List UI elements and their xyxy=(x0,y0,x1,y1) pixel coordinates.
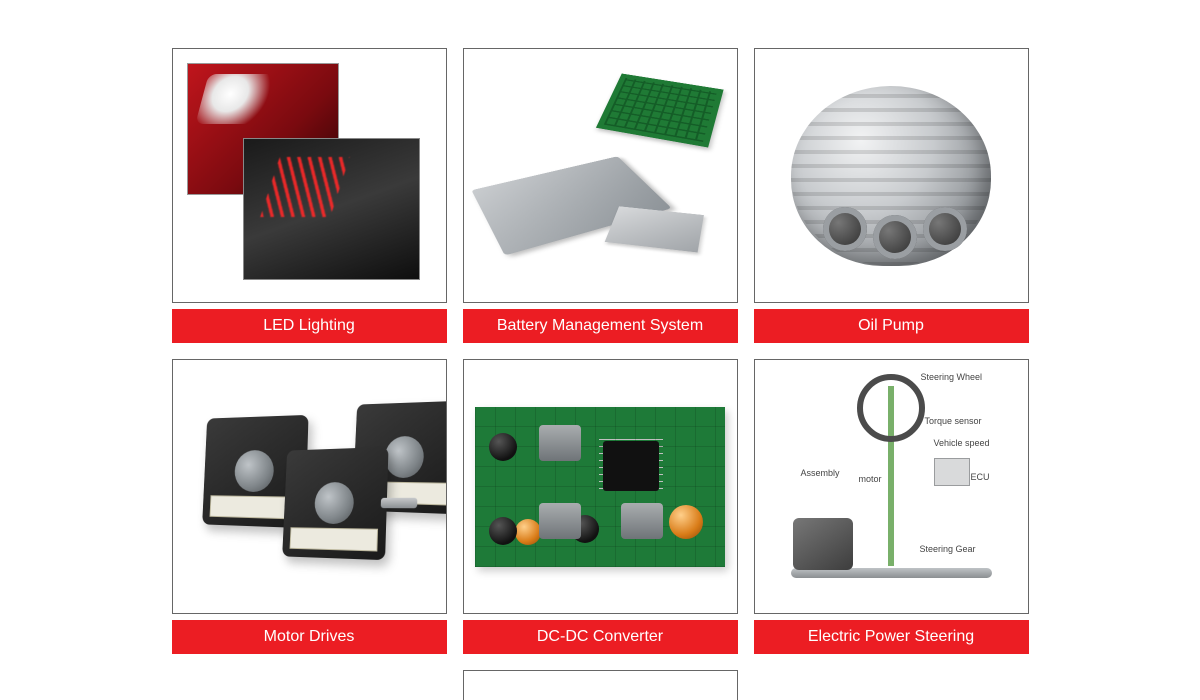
bms-control-pcb xyxy=(595,74,723,148)
eps-annotation: Steering Gear xyxy=(919,544,975,554)
eps-steering-wheel xyxy=(857,374,925,442)
card-battery-management-system[interactable]: Battery Management System xyxy=(463,48,738,343)
card-led-lighting[interactable]: LED Lighting xyxy=(172,48,447,343)
card-electric-power-steering[interactable]: Steering Wheel Torque sensor Assembly mo… xyxy=(754,359,1029,654)
stepper-motor xyxy=(282,447,388,560)
oil-pump-port xyxy=(923,207,967,251)
oil-pump-port xyxy=(873,215,917,259)
dcdc-pcb xyxy=(475,407,725,567)
oil-pump-port xyxy=(823,207,867,251)
inductor xyxy=(539,503,581,539)
eps-annotation: Vehicle speed xyxy=(933,438,989,448)
capacitor xyxy=(489,517,517,545)
electrolytic-capacitor xyxy=(669,505,703,539)
eps-ecu-box xyxy=(934,458,970,486)
eps-annotation: motor xyxy=(859,474,882,484)
inductor xyxy=(621,503,663,539)
card-caption: LED Lighting xyxy=(172,309,447,343)
eps-annotation: ECU xyxy=(970,472,989,482)
product-category-grid: LED Lighting Battery Management System O… xyxy=(0,0,1200,700)
controller-ic xyxy=(603,441,659,491)
electrolytic-capacitor xyxy=(515,519,541,545)
card-image xyxy=(463,48,738,303)
eps-annotation: Assembly xyxy=(801,468,840,478)
card-water-pump[interactable]: Water Pump xyxy=(463,670,738,700)
card-dc-dc-converter[interactable]: DC-DC Converter xyxy=(463,359,738,654)
eps-assist-motor xyxy=(793,518,853,570)
eps-annotation: Torque sensor xyxy=(925,416,982,426)
inductor xyxy=(539,425,581,461)
capacitor xyxy=(489,433,517,461)
card-image: Steering Wheel Torque sensor Assembly mo… xyxy=(754,359,1029,614)
eps-annotation: Steering Wheel xyxy=(921,372,983,382)
bms-heatsink-module xyxy=(604,206,703,252)
card-image xyxy=(754,48,1029,303)
card-motor-drives[interactable]: Motor Drives xyxy=(172,359,447,654)
card-caption: Electric Power Steering xyxy=(754,620,1029,654)
card-caption: Oil Pump xyxy=(754,309,1029,343)
card-caption: DC-DC Converter xyxy=(463,620,738,654)
card-image xyxy=(172,359,447,614)
card-image xyxy=(463,670,738,700)
card-image xyxy=(172,48,447,303)
card-caption: Motor Drives xyxy=(172,620,447,654)
card-caption: Battery Management System xyxy=(463,309,738,343)
card-image xyxy=(463,359,738,614)
led-taillight-photo-2 xyxy=(243,138,420,280)
card-oil-pump[interactable]: Oil Pump xyxy=(754,48,1029,343)
